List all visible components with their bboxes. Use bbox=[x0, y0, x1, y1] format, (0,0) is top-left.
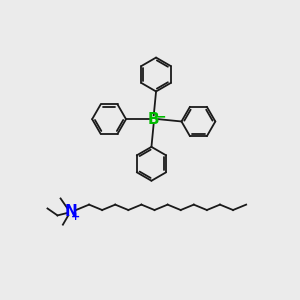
Text: −: − bbox=[154, 110, 166, 124]
Text: B: B bbox=[148, 112, 160, 127]
Text: N: N bbox=[64, 204, 77, 219]
Text: +: + bbox=[71, 212, 81, 222]
